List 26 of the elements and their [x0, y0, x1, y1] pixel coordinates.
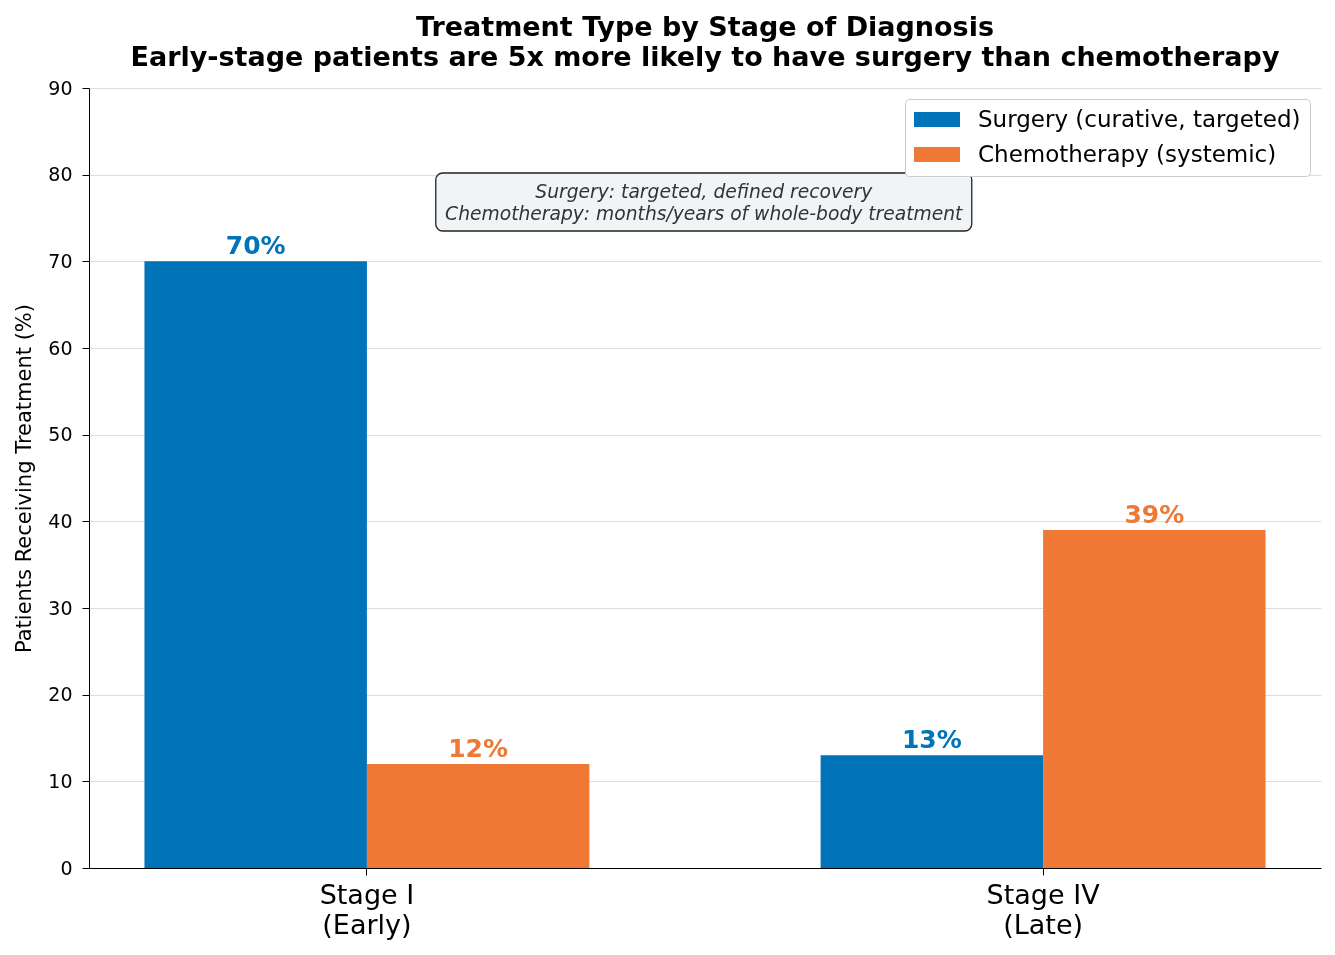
y-tick-label: 10: [48, 769, 73, 792]
chart-subtitle: Early-stage patients are 5x more likely to have surgery than chemotherapy: [130, 41, 1280, 72]
y-tick-label: 70: [48, 249, 73, 272]
y-tick-label: 20: [48, 683, 73, 706]
x-tick-label: Stage IV (Late): [986, 878, 1101, 940]
data-label: 12%: [448, 734, 509, 763]
y-tick-label: 90: [48, 76, 73, 99]
data-label: 13%: [901, 725, 962, 755]
y-tick-label: 80: [48, 163, 73, 186]
y-tick-label: 0: [60, 856, 73, 879]
annotation: Surgery: targeted, defined recovery Chemotherapy: months/years of whole-body treatment: [445, 181, 964, 224]
data-label: 70%: [225, 231, 286, 261]
data-label: 39%: [1124, 500, 1185, 529]
bar: [820, 755, 1044, 868]
y-tick-label: 40: [48, 509, 73, 532]
y-tick-label: 50: [48, 423, 73, 446]
chart-title: Treatment Type by Stage of Diagnosis: [415, 11, 995, 42]
bar: [366, 764, 590, 868]
y-tick-label: 60: [48, 336, 73, 359]
x-tick-label: Stage I (Early): [319, 878, 415, 940]
bar: [144, 261, 367, 868]
y-axis-title: Patients Receiving Treatment (%): [12, 303, 37, 654]
legend-label: Chemotherapy (systemic): [978, 140, 1277, 167]
y-tick-label: 30: [48, 596, 73, 619]
bar: [1043, 530, 1266, 868]
legend-label: Surgery (curative, targeted): [978, 105, 1301, 132]
